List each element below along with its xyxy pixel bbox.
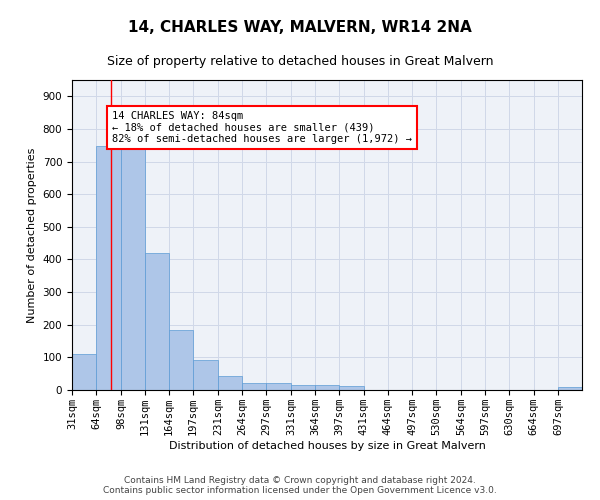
Bar (169, 330, 193, 390)
X-axis label: Distribution of detached houses by size in Great Malvern: Distribution of detached houses by size … (169, 440, 485, 450)
Bar (291, 385, 315, 390)
Bar (218, 376, 242, 390)
Text: Contains HM Land Registry data © Crown copyright and database right 2024.
Contai: Contains HM Land Registry data © Crown c… (103, 476, 497, 495)
Bar (145, 253, 169, 390)
Text: 14 CHARLES WAY: 84sqm
← 18% of detached houses are smaller (439)
82% of semi-det: 14 CHARLES WAY: 84sqm ← 18% of detached … (112, 111, 412, 144)
Bar (266, 384, 291, 390)
Bar (558, 388, 582, 390)
Text: 14, CHARLES WAY, MALVERN, WR14 2NA: 14, CHARLES WAY, MALVERN, WR14 2NA (128, 20, 472, 35)
Bar (96, 146, 121, 390)
Bar (193, 360, 218, 390)
Bar (315, 386, 339, 390)
Bar (121, 146, 145, 390)
Y-axis label: Number of detached properties: Number of detached properties (27, 148, 37, 322)
Bar (242, 384, 266, 390)
Bar (72, 354, 96, 390)
Text: Size of property relative to detached houses in Great Malvern: Size of property relative to detached ho… (107, 55, 493, 68)
Bar (339, 386, 364, 390)
